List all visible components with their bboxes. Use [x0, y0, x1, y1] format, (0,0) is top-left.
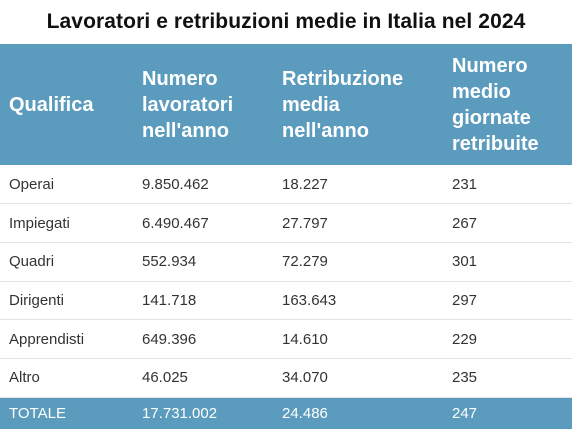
header-row: Qualifica Numero lavoratori nell'anno Re…: [0, 44, 572, 165]
table-row: Quadri 552.934 72.279 301: [0, 242, 572, 282]
header-retribuzione-media: Retribuzione media nell'anno: [282, 67, 404, 142]
cell-qualifica: Altro: [9, 369, 40, 387]
cell-qualifica: Impiegati: [9, 214, 70, 232]
cell-giornate: 235: [452, 369, 478, 387]
cell-giornate: 267: [452, 214, 478, 232]
total-giornate: 247: [452, 404, 478, 422]
total-row: TOTALE 17.731.002 24.486 247: [0, 397, 572, 429]
cell-giornate: 229: [452, 330, 478, 348]
cell-giornate: 297: [452, 291, 478, 309]
cell-retribuzione: 72.279: [282, 253, 328, 271]
cell-lavoratori: 6.490.467: [142, 214, 209, 232]
cell-lavoratori: 552.934: [142, 253, 197, 271]
cell-qualifica: Apprendisti: [9, 330, 85, 348]
cell-giornate: 231: [452, 175, 478, 193]
cell-qualifica: Dirigenti: [9, 291, 65, 309]
cell-lavoratori: 649.396: [142, 330, 197, 348]
cell-retribuzione: 14.610: [282, 330, 328, 348]
table-row: Dirigenti 141.718 163.643 297: [0, 281, 572, 320]
cell-qualifica: Quadri: [9, 253, 55, 271]
data-table: Qualifica Numero lavoratori nell'anno Re…: [0, 44, 572, 429]
total-label: TOTALE: [9, 404, 66, 422]
header-qualifica: Qualifica: [9, 93, 94, 116]
cell-lavoratori: 141.718: [142, 291, 197, 309]
cell-retribuzione: 18.227: [282, 175, 328, 193]
table-row: Apprendisti 649.396 14.610 229: [0, 320, 572, 359]
table-row: Operai 9.850.462 18.227 231: [0, 165, 572, 204]
cell-lavoratori: 9.850.462: [142, 175, 209, 193]
header-giornate-retribuite: Numero medio giornate retribuite: [452, 54, 539, 155]
table-row: Impiegati 6.490.467 27.797 267: [0, 204, 572, 243]
chart-title: Lavoratori e retribuzioni medie in Itali…: [46, 10, 526, 33]
cell-qualifica: Operai: [9, 175, 55, 193]
cell-retribuzione: 163.643: [282, 291, 337, 309]
table-row: Altro 46.025 34.070 235: [0, 358, 572, 398]
cell-retribuzione: 27.797: [282, 214, 328, 232]
total-lavoratori: 17.731.002: [142, 404, 218, 422]
header-numero-lavoratori: Numero lavoratori nell'anno: [142, 67, 234, 142]
cell-lavoratori: 46.025: [142, 369, 188, 387]
total-retribuzione: 24.486: [282, 404, 328, 422]
cell-giornate: 301: [452, 253, 478, 271]
cell-retribuzione: 34.070: [282, 369, 328, 387]
